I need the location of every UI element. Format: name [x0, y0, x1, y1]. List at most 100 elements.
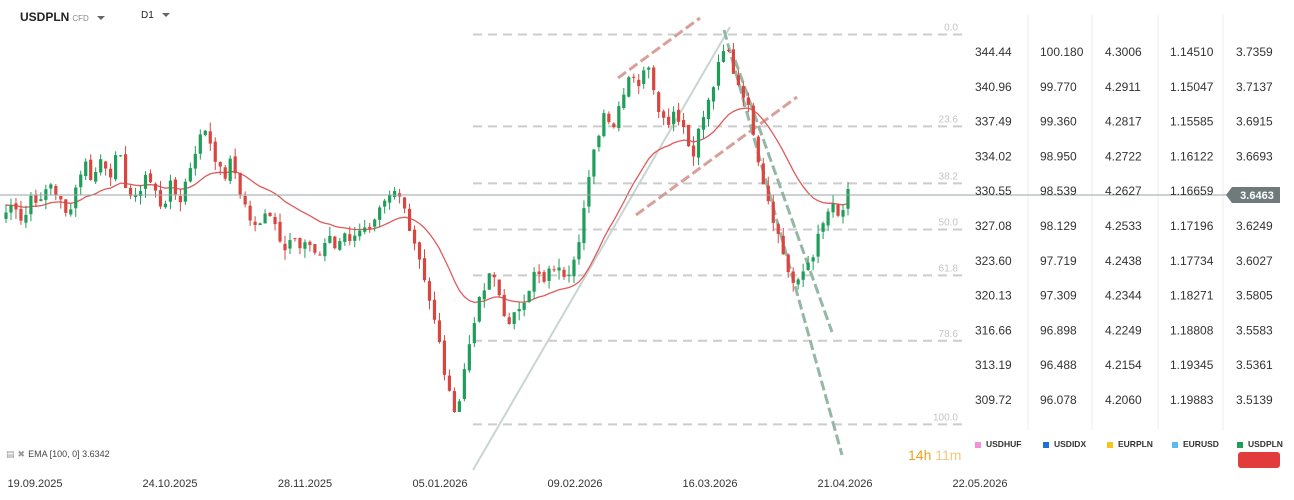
- candle-body: [517, 308, 521, 312]
- price-tick-label: 3.6027: [1236, 254, 1273, 268]
- symbol-selector[interactable]: USDPLN CFD: [20, 10, 105, 24]
- candle-body: [178, 196, 182, 203]
- indicator-legend[interactable]: ▤ ✖ EMA [100, 0] 3.6342: [6, 449, 110, 460]
- candle: [701, 110, 706, 139]
- vertical-gridlines: [1027, 15, 1224, 430]
- candle-body: [14, 203, 18, 210]
- candle-body: [298, 238, 302, 249]
- candle: [836, 203, 840, 218]
- candle: [632, 73, 636, 83]
- candle: [178, 189, 182, 212]
- candle: [333, 235, 337, 250]
- candle: [706, 97, 711, 127]
- candle: [801, 263, 805, 288]
- candle-body: [796, 279, 800, 285]
- candle-body: [831, 203, 835, 213]
- candle: [163, 200, 168, 209]
- candle: [203, 129, 207, 137]
- candle-body: [662, 111, 666, 118]
- candle: [652, 65, 656, 95]
- candle: [114, 151, 118, 182]
- candle-body: [781, 235, 785, 255]
- candle-body: [701, 117, 706, 130]
- candle: [313, 243, 317, 256]
- candle: [507, 312, 511, 325]
- candle-body: [49, 184, 53, 189]
- trendlines: [472, 16, 844, 471]
- price-tick-label: 1.19345: [1170, 358, 1214, 372]
- candle: [49, 182, 53, 195]
- candle: [128, 185, 133, 200]
- candle-body: [841, 210, 845, 217]
- candle: [193, 146, 197, 176]
- candle-body: [368, 226, 372, 229]
- price-tick-label: 1.14510: [1170, 45, 1214, 59]
- candle-body: [711, 87, 716, 102]
- price-tick-label: 3.7359: [1236, 45, 1273, 59]
- candle: [657, 90, 661, 119]
- candle: [393, 187, 397, 200]
- alert-badge[interactable]: [1238, 452, 1280, 468]
- price-tick-label: 1.16122: [1170, 149, 1214, 163]
- candle: [746, 92, 750, 113]
- settings-icon[interactable]: ▤: [6, 449, 15, 459]
- candle: [512, 311, 516, 330]
- candle: [437, 312, 442, 344]
- candle: [542, 269, 546, 284]
- legend-item-usdidx[interactable]: USDIDX: [1043, 439, 1086, 449]
- candle: [104, 160, 108, 176]
- candle-body: [751, 105, 755, 135]
- time-tick-label: 05.01.2026: [412, 478, 467, 490]
- legend-item-usdpln[interactable]: USDPLN: [1237, 439, 1283, 449]
- candle: [123, 146, 128, 189]
- candle: [118, 155, 123, 157]
- legend-item-usdhuf[interactable]: USDHUF: [975, 439, 1021, 449]
- candle-body: [642, 70, 646, 84]
- legend-item-eurusd[interactable]: EURUSD: [1172, 439, 1219, 449]
- candle: [452, 387, 457, 413]
- candle-body: [771, 201, 775, 223]
- candle: [721, 44, 726, 63]
- candle-body: [477, 296, 481, 322]
- candle-body: [612, 123, 616, 128]
- candle-body: [432, 299, 437, 320]
- candle-body: [99, 159, 103, 173]
- legend-item-eurpln[interactable]: EURPLN: [1107, 439, 1153, 449]
- candle-body: [472, 323, 476, 344]
- candle-body: [731, 49, 736, 74]
- candle: [373, 218, 377, 232]
- candle-body: [607, 113, 611, 122]
- candle: [293, 237, 297, 242]
- price-tick-label: 3.5139: [1236, 393, 1273, 407]
- candle-body: [407, 208, 412, 231]
- candle: [383, 198, 387, 214]
- close-icon[interactable]: ✖: [17, 449, 26, 459]
- candle: [343, 232, 347, 246]
- candle-body: [597, 135, 601, 148]
- candle: [407, 203, 412, 232]
- price-tick-label: 3.5583: [1236, 323, 1273, 337]
- candle: [278, 213, 282, 244]
- ema-line: [5, 107, 849, 304]
- ema-polyline: [5, 107, 849, 304]
- candle: [816, 224, 820, 264]
- candle-body: [567, 274, 571, 276]
- candle-body: [323, 242, 327, 257]
- candle: [303, 239, 307, 258]
- candle-body: [248, 205, 252, 221]
- candle-body: [677, 109, 681, 122]
- timeframe-selector[interactable]: D1: [141, 10, 170, 21]
- trendline-falling-inner: [733, 59, 834, 333]
- candle: [417, 241, 422, 269]
- candle-body: [492, 274, 496, 278]
- candle: [238, 172, 242, 199]
- candle-body: [412, 229, 417, 244]
- legend-label: USDIDX: [1054, 439, 1087, 449]
- candle: [258, 222, 262, 226]
- candle: [691, 136, 696, 166]
- price-tick-label: 97.309: [1040, 289, 1077, 303]
- candle: [54, 184, 58, 201]
- candle: [228, 155, 232, 185]
- candle-body: [343, 233, 347, 242]
